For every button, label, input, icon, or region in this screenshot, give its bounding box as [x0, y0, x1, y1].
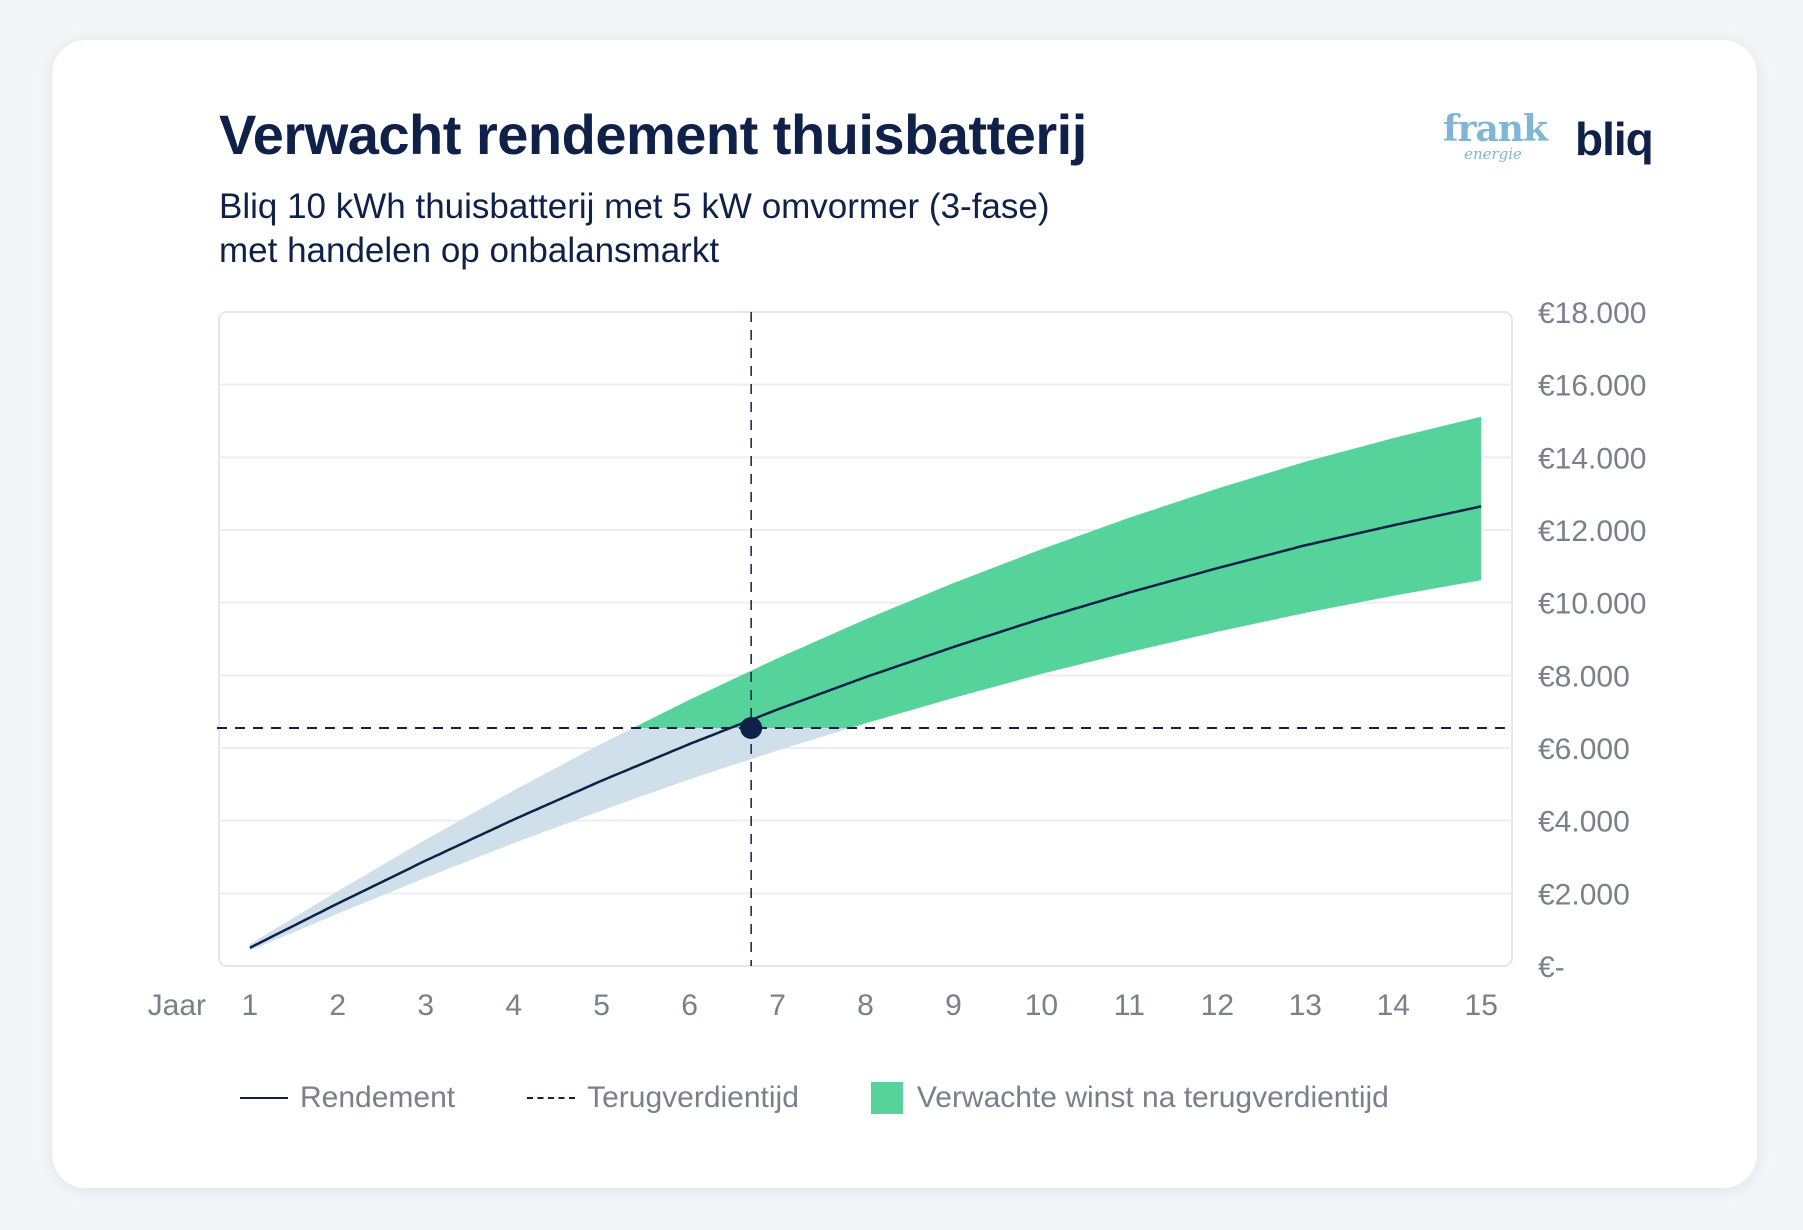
x-tick-label: 9 [945, 989, 962, 1022]
subtitle-line-1: Bliq 10 kWh thuisbatterij met 5 kW omvor… [219, 187, 1050, 226]
y-tick-label: €8.000 [1538, 660, 1630, 693]
x-tick-label: 7 [769, 989, 786, 1022]
subtitle-line-2: met handelen op onbalansmarkt [219, 231, 720, 270]
chart-title: Verwacht rendement thuisbatterij [219, 103, 1087, 166]
x-tick-label: 4 [505, 989, 522, 1022]
uncertainty-band-before-payback [249, 728, 1482, 951]
legend-item-terugverdientijd: Terugverdientijd [527, 1081, 799, 1115]
y-tick-label: €16.000 [1538, 370, 1646, 403]
x-tick-label: 6 [681, 989, 698, 1022]
y-tick-label: €2.000 [1538, 878, 1630, 911]
legend-green-square-icon [870, 1082, 903, 1114]
bliq-logo: bliq [1575, 113, 1654, 165]
x-axis-label: Jaar [148, 989, 206, 1022]
y-tick-label: €4.000 [1538, 806, 1630, 839]
expected-profit-band [249, 416, 1482, 729]
x-tick-label: 15 [1465, 989, 1498, 1022]
frank-energie-logo: frank energie [1443, 108, 1548, 163]
y-tick-label: €12.000 [1538, 515, 1646, 548]
x-tick-label: 11 [1114, 989, 1145, 1022]
x-tick-label: 1 [241, 989, 258, 1022]
legend-label-terugverdientijd: Terugverdientijd [587, 1081, 799, 1114]
legend-dashed-line-icon [527, 1097, 576, 1099]
chart-subtitle: Bliq 10 kWh thuisbatterij met 5 kW omvor… [219, 185, 1050, 273]
payback-point [740, 717, 763, 740]
legend: Rendement Terugverdientijd Verwachte win… [240, 1076, 1389, 1120]
y-tick-label: €- [1538, 951, 1565, 984]
y-tick-label: €18.000 [1538, 297, 1646, 330]
legend-label-rendement: Rendement [300, 1081, 456, 1114]
x-tick-label: 5 [593, 989, 610, 1022]
y-tick-label: €14.000 [1538, 442, 1646, 475]
legend-label-winst: Verwachte winst na terugverdientijd [916, 1081, 1389, 1114]
y-tick-label: €10.000 [1538, 588, 1646, 621]
x-tick-label: 8 [857, 989, 874, 1022]
y-tick-label: €6.000 [1538, 733, 1630, 766]
x-tick-label: 14 [1377, 989, 1410, 1022]
legend-item-winst: Verwachte winst na terugverdientijd [870, 1081, 1389, 1115]
legend-solid-line-icon [240, 1097, 288, 1099]
x-tick-label: 2 [329, 989, 346, 1022]
x-tick-label: 12 [1201, 989, 1234, 1022]
frank-logo-text: frank [1443, 108, 1548, 150]
x-tick-label: 10 [1025, 989, 1058, 1022]
x-tick-label: 3 [417, 989, 434, 1022]
legend-item-rendement: Rendement [240, 1081, 455, 1115]
rendement-line [249, 505, 1482, 949]
x-tick-label: 13 [1289, 989, 1322, 1022]
energie-logo-text: energie [1464, 145, 1522, 163]
